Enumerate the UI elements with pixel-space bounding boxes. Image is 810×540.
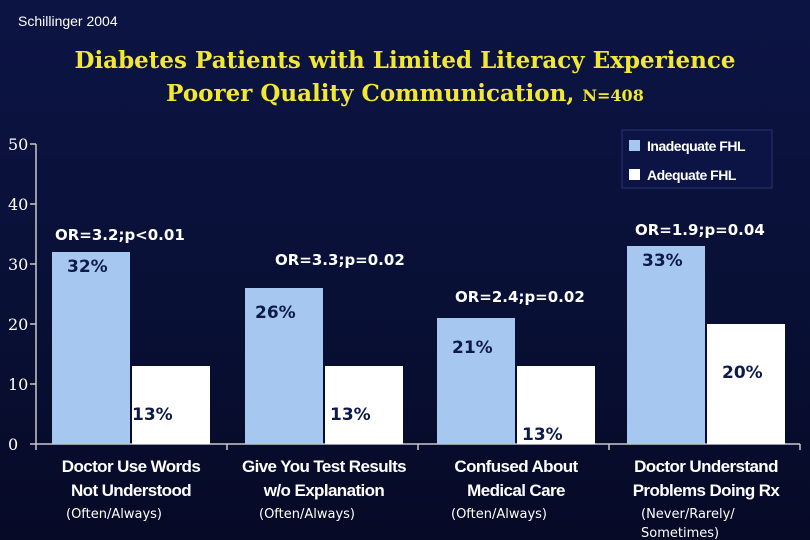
data-label: 26% [255, 303, 296, 323]
bar-adequate-fhl [707, 324, 785, 444]
x-category-label: Problems Doing Rx [633, 481, 781, 500]
title-line-1: Diabetes Patients with Limited Literacy … [74, 47, 736, 74]
y-tick-label: 40 [8, 195, 28, 214]
legend-box [621, 129, 773, 189]
x-category-label: Not Understood [71, 481, 191, 500]
data-label: 20% [722, 363, 763, 383]
legend-label: Adequate FHL [647, 167, 737, 183]
y-tick-label: 20 [8, 315, 28, 334]
bar-adequate-fhl [132, 366, 210, 444]
x-category-label: Doctor Understand [634, 457, 778, 476]
data-label: 33% [642, 251, 683, 271]
data-label: 21% [452, 338, 493, 358]
legend-label: Inadequate FHL [647, 138, 746, 154]
legend-swatch-adequate [629, 169, 640, 180]
title-line-2-text: Poorer Quality Communication, [166, 80, 575, 107]
sample-size: N=408 [582, 86, 644, 105]
data-label: 32% [67, 257, 108, 277]
bar-inadequate-fhl [52, 252, 130, 444]
y-tick-label: 10 [8, 375, 28, 394]
category-note: (Often/Always) [66, 507, 162, 522]
odds-ratio-annotation: OR=3.3;p=0.02 [275, 251, 405, 269]
bar-inadequate-fhl [627, 246, 705, 444]
category-note: (Often/Always) [259, 507, 355, 522]
bar-inadequate-fhl [245, 288, 323, 444]
slide-title: Diabetes Patients with Limited Literacy … [0, 44, 810, 112]
x-category-label: Confused About [454, 457, 578, 476]
y-tick-label: 30 [8, 255, 28, 274]
y-tick-label: 50 [8, 135, 28, 154]
data-label: 13% [330, 405, 371, 425]
title-line-2: Poorer Quality Communication, N=408 [0, 77, 810, 112]
x-category-label: Doctor Use Words [62, 457, 201, 476]
category-note: Sometimes) [641, 526, 719, 540]
odds-ratio-annotation: OR=3.2;p<0.01 [55, 226, 185, 244]
odds-ratio-annotation: OR=2.4;p=0.02 [455, 288, 585, 306]
category-note: (Often/Always) [451, 507, 547, 522]
source-citation: Schillinger 2004 [18, 13, 118, 29]
data-label: 13% [522, 425, 563, 445]
x-category-label: Medical Care [467, 481, 565, 500]
data-label: 13% [132, 405, 173, 425]
x-category-label: Give You Test Results [242, 457, 406, 476]
bar-adequate-fhl [325, 366, 403, 444]
odds-ratio-annotation: OR=1.9;p=0.04 [635, 221, 765, 239]
x-category-label: w/o Explanation [263, 481, 385, 500]
bar-adequate-fhl [517, 366, 595, 444]
category-note: (Never/Rarely/ [641, 507, 735, 522]
bar-inadequate-fhl [437, 318, 515, 444]
y-tick-label: 0 [8, 435, 18, 454]
legend-swatch-inadequate [629, 140, 640, 151]
